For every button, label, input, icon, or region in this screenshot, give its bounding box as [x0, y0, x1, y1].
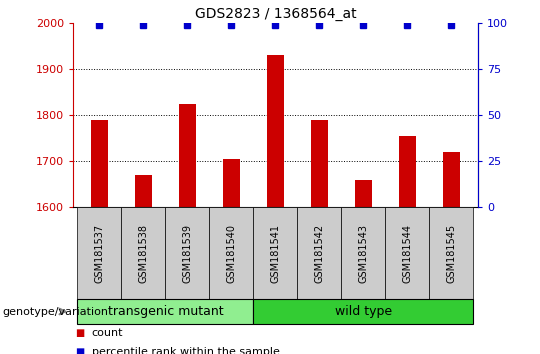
Text: GSM181540: GSM181540	[226, 224, 237, 282]
Text: transgenic mutant: transgenic mutant	[107, 305, 223, 318]
Bar	[298, 207, 341, 299]
Bar	[122, 207, 165, 299]
Bar	[355, 181, 372, 207]
Bar	[253, 207, 298, 299]
Text: GSM181539: GSM181539	[183, 224, 192, 282]
Bar	[77, 299, 253, 324]
Text: percentile rank within the sample: percentile rank within the sample	[92, 347, 280, 354]
Text: GSM181543: GSM181543	[359, 224, 368, 282]
Text: GSM181542: GSM181542	[314, 223, 325, 283]
Text: ■: ■	[76, 328, 85, 338]
Bar	[399, 136, 416, 207]
Bar	[210, 207, 253, 299]
Title: GDS2823 / 1368564_at: GDS2823 / 1368564_at	[194, 7, 356, 21]
Bar	[341, 207, 386, 299]
Bar	[267, 55, 284, 207]
Text: GSM181538: GSM181538	[138, 224, 149, 282]
Text: GSM181537: GSM181537	[94, 223, 104, 283]
Bar	[179, 104, 196, 207]
Text: wild type: wild type	[335, 305, 392, 318]
Bar	[134, 175, 152, 207]
Bar	[91, 120, 108, 207]
Text: ■: ■	[76, 347, 85, 354]
Bar	[222, 159, 240, 207]
Bar	[253, 299, 474, 324]
Text: genotype/variation: genotype/variation	[3, 307, 109, 316]
Bar	[165, 207, 210, 299]
Text: count: count	[92, 328, 123, 338]
Bar	[429, 207, 474, 299]
Bar	[443, 152, 460, 207]
Text: GSM181545: GSM181545	[447, 223, 456, 283]
Bar	[310, 120, 328, 207]
Bar	[77, 207, 122, 299]
Text: GSM181544: GSM181544	[402, 224, 413, 282]
Bar	[386, 207, 429, 299]
Text: GSM181541: GSM181541	[271, 224, 280, 282]
